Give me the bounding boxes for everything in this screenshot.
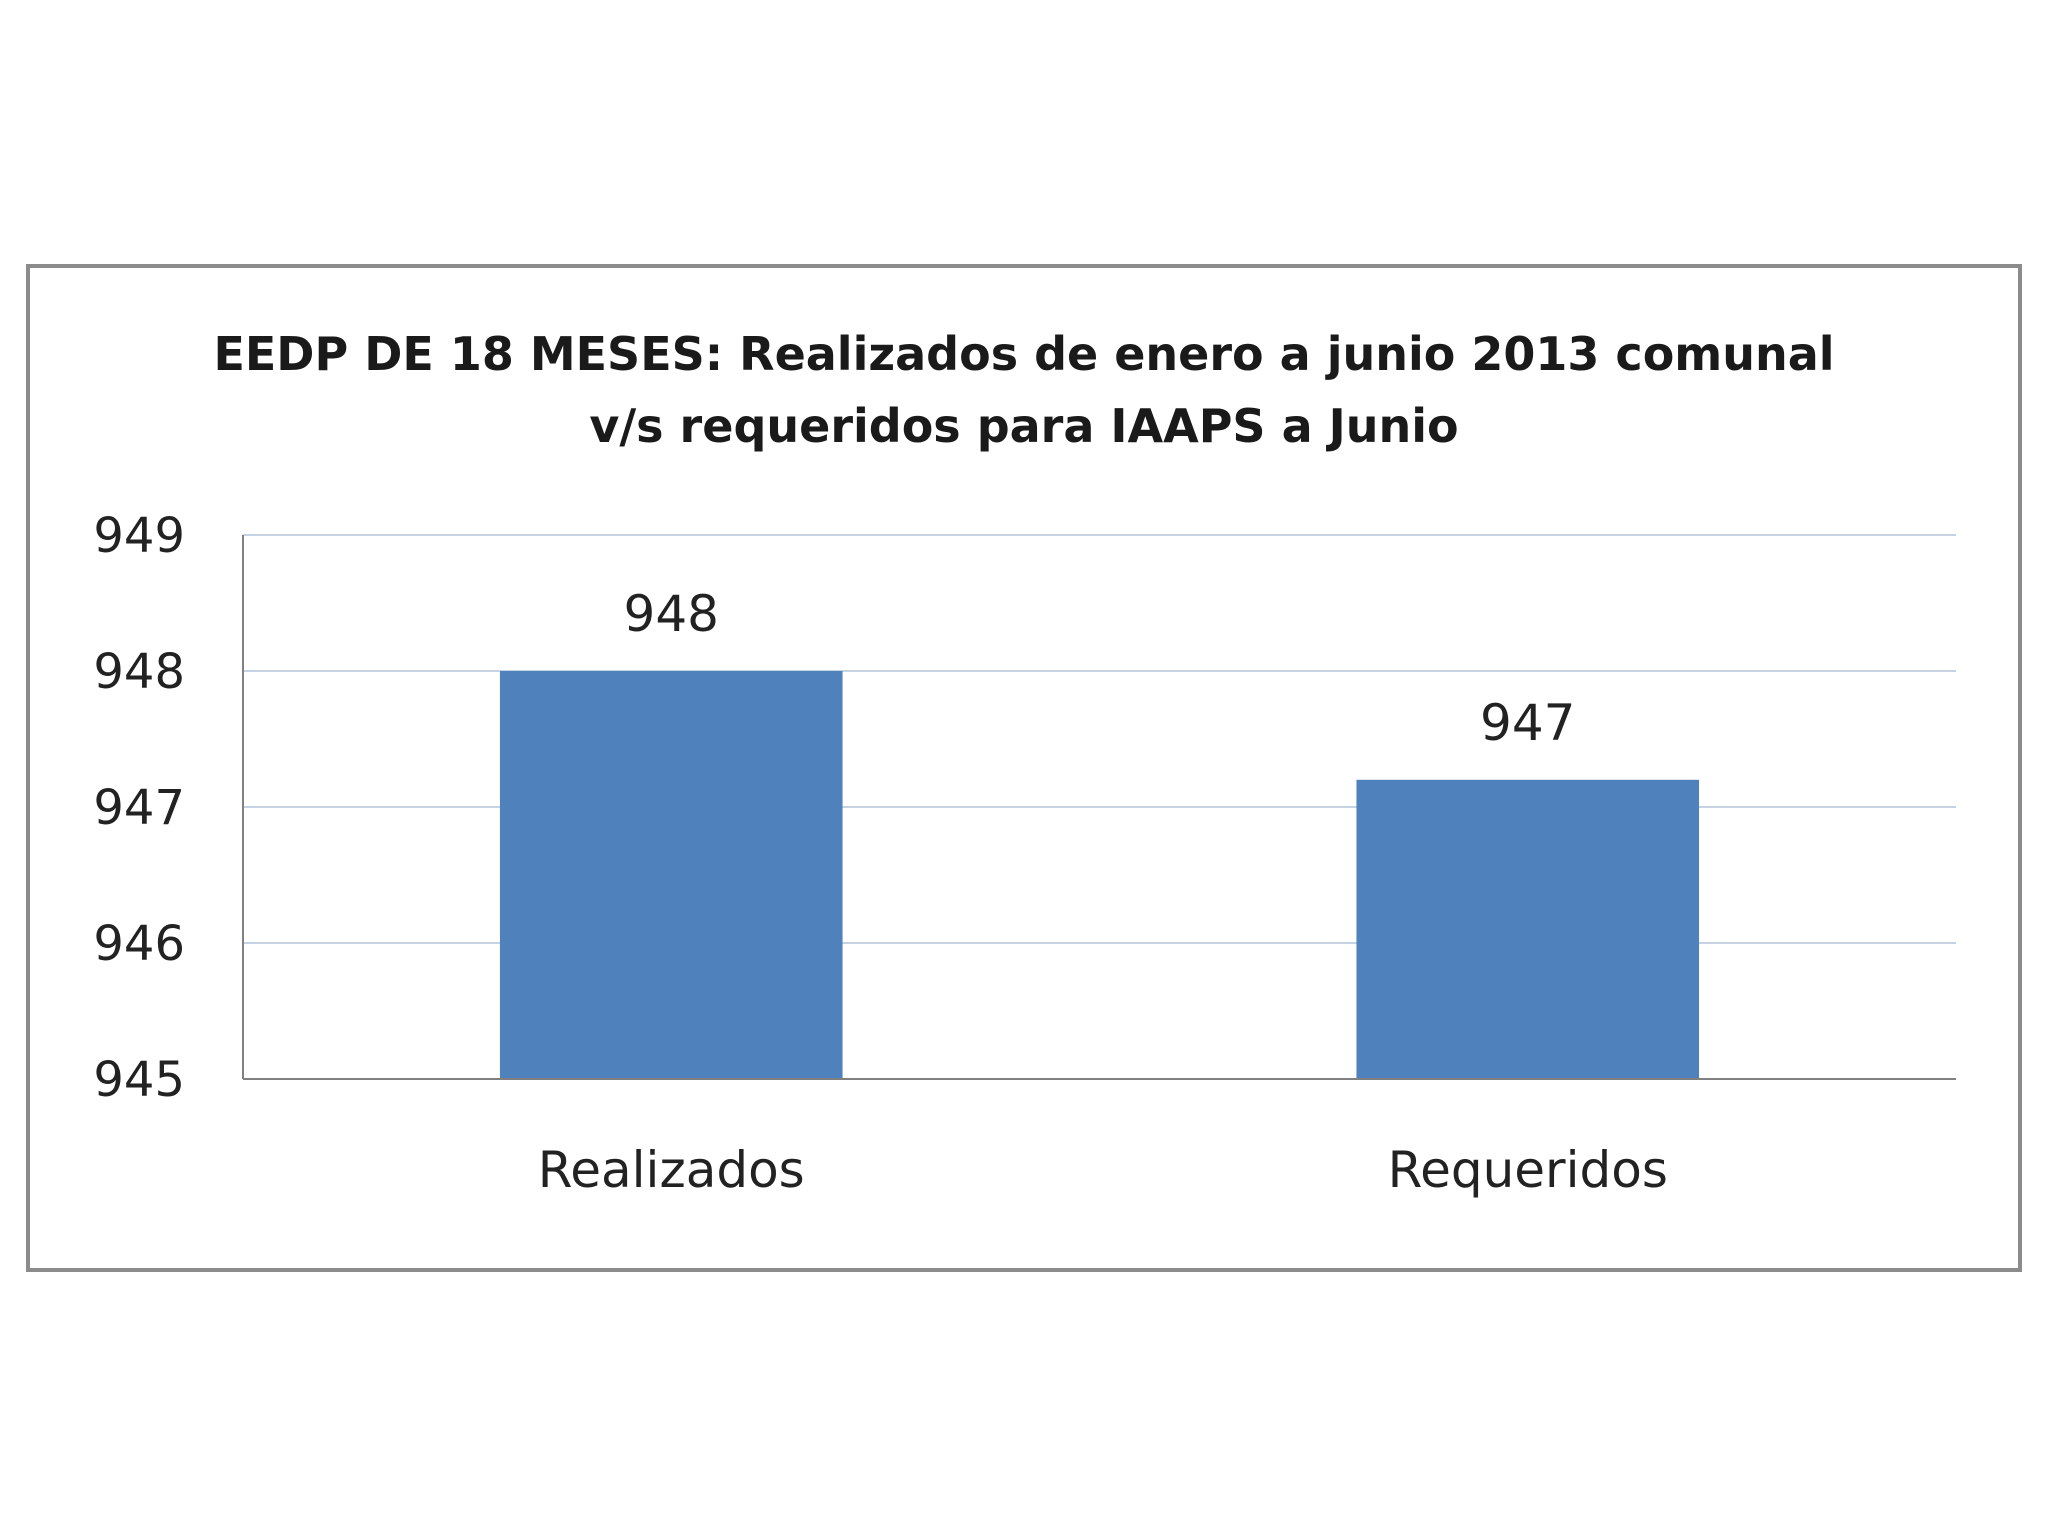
data-label-requeridos: 947 [1480, 694, 1575, 752]
axes [242, 535, 1956, 1080]
y-tick-label: 949 [93, 508, 185, 564]
chart-title-line-1: EEDP DE 18 MESES: Realizados de enero a … [213, 327, 1835, 381]
y-tick-label: 948 [93, 644, 185, 700]
chart-title: EEDP DE 18 MESES: Realizados de enero a … [30, 318, 2018, 462]
bars [499, 671, 1700, 1079]
chart-frame: EEDP DE 18 MESES: Realizados de enero a … [26, 264, 2022, 1272]
category-label-realizados: Realizados [538, 1141, 805, 1199]
labels: 945 946 947 948 949 948 Realizados 947 Requerido… [93, 508, 1668, 1199]
bar-chart: 945 946 947 948 949 948 Realizados 947 Requerido… [93, 508, 1956, 1199]
y-tick-label: 946 [93, 916, 185, 972]
bar-realizados [499, 671, 843, 1079]
data-label-realizados: 948 [624, 585, 719, 643]
chart-title-line-2: v/s requeridos para IAAPS a Junio [589, 399, 1459, 453]
y-tick-label: 947 [93, 780, 185, 836]
y-tick-label: 945 [93, 1052, 185, 1108]
bar-requeridos [1356, 779, 1700, 1079]
category-label-requeridos: Requeridos [1388, 1141, 1668, 1199]
